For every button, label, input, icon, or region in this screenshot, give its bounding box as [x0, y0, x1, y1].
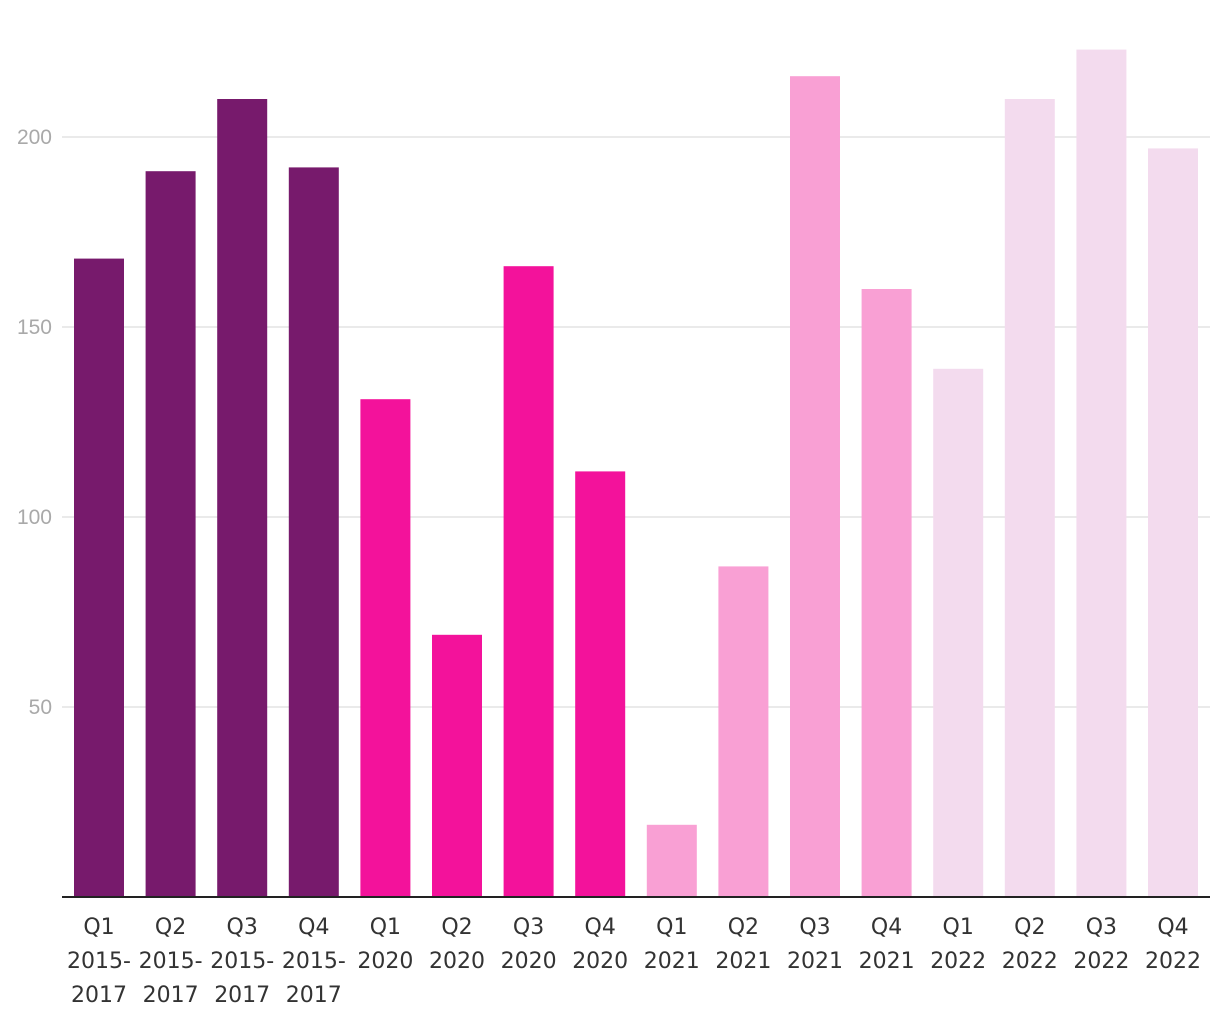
x-tick-line: Q1: [83, 915, 114, 940]
x-tick-label: Q3 2020: [501, 915, 557, 974]
x-tick-line: 2021: [787, 949, 843, 974]
bar-Q1-2022: [933, 368, 984, 897]
bar-Q2-2015-2017: [145, 171, 196, 897]
x-tick-label: Q1 2022: [930, 915, 986, 974]
x-tick-line: 2022: [1002, 949, 1058, 974]
x-tick-label: Q4 2021: [859, 915, 915, 974]
x-tick-line: Q2: [1014, 915, 1045, 940]
x-tick-line: Q3: [799, 915, 830, 940]
x-tick-label: Q1 2021: [644, 915, 700, 974]
bar-Q3-2015-2017: [217, 99, 268, 897]
bar-Q1-2015-2017: [74, 258, 124, 898]
x-tick-label: Q2 2022: [1002, 915, 1058, 974]
x-tick-line: Q1: [943, 915, 974, 940]
x-tick-line: 2020: [357, 949, 413, 974]
x-tick-line: 2017: [286, 983, 342, 1008]
x-tick-label: Q3 2022: [1073, 915, 1129, 974]
x-tick-label: Q2 2021: [715, 915, 771, 974]
y-tick-label: 150: [17, 316, 52, 339]
bar-Q4-2021: [861, 289, 912, 897]
x-tick-line: 2015-: [139, 949, 203, 974]
x-tick-line: 2021: [715, 949, 771, 974]
bar-Q2-2022: [1004, 99, 1055, 897]
bar-Q4-2022: [1148, 148, 1198, 897]
x-tick-line: Q4: [585, 915, 616, 940]
x-tick-line: 2022: [1145, 949, 1201, 974]
x-tick-label: Q3 2021: [787, 915, 843, 974]
x-tick-line: 2017: [143, 983, 199, 1008]
x-tick-label: Q4 2020: [572, 915, 628, 974]
x-tick-line: Q2: [728, 915, 759, 940]
x-tick-line: Q3: [1086, 915, 1117, 940]
x-tick-line: 2017: [71, 983, 127, 1008]
x-tick-label: Q2 2015- 2017: [139, 915, 203, 1008]
x-tick-line: 2020: [572, 949, 628, 974]
y-axis-ticks: 50 100 150 200: [17, 126, 52, 719]
y-tick-label: 100: [17, 506, 52, 529]
x-tick-line: 2017: [214, 983, 270, 1008]
x-tick-line: 2015-: [210, 949, 274, 974]
x-tick-line: 2015-: [67, 949, 131, 974]
x-tick-line: 2015-: [282, 949, 346, 974]
x-tick-line: Q1: [656, 915, 687, 940]
bar-Q4-2020: [575, 471, 626, 897]
x-tick-line: Q4: [871, 915, 902, 940]
x-tick-line: Q2: [155, 915, 186, 940]
x-axis-ticks: Q1 2015- 2017 Q2 2015- 2017 Q3 2015- 2017 Q4 2015-…: [67, 915, 1201, 1008]
x-tick-line: Q4: [1157, 915, 1188, 940]
x-tick-line: Q3: [227, 915, 258, 940]
bar-Q2-2020: [432, 634, 482, 897]
x-tick-line: Q1: [370, 915, 401, 940]
x-tick-line: 2020: [429, 949, 485, 974]
bar-Q3-2022: [1076, 49, 1127, 898]
x-tick-label: Q1 2020: [357, 915, 413, 974]
x-tick-line: 2021: [644, 949, 700, 974]
y-tick-label: 200: [17, 126, 52, 149]
bar-Q2-2021: [718, 566, 769, 897]
bar-Q1-2021: [646, 824, 697, 897]
x-tick-label: Q2 2020: [429, 915, 485, 974]
x-tick-label: Q4 2022: [1145, 915, 1201, 974]
bar-Q3-2020: [503, 266, 554, 897]
bar-Q1-2020: [360, 399, 411, 897]
x-tick-line: Q3: [513, 915, 544, 940]
x-tick-line: 2022: [1073, 949, 1129, 974]
bar-Q4-2015-2017: [288, 167, 339, 897]
x-tick-label: Q1 2015- 2017: [67, 915, 131, 1008]
x-tick-line: 2021: [859, 949, 915, 974]
x-tick-label: Q4 2015- 2017: [282, 915, 346, 1008]
bar-Q3-2021: [790, 76, 840, 897]
x-tick-label: Q3 2015- 2017: [210, 915, 274, 1008]
x-tick-line: 2022: [930, 949, 986, 974]
x-tick-line: Q4: [298, 915, 329, 940]
y-tick-label: 50: [29, 696, 52, 719]
x-tick-line: Q2: [441, 915, 472, 940]
bars: [74, 49, 1198, 898]
x-tick-line: 2020: [501, 949, 557, 974]
